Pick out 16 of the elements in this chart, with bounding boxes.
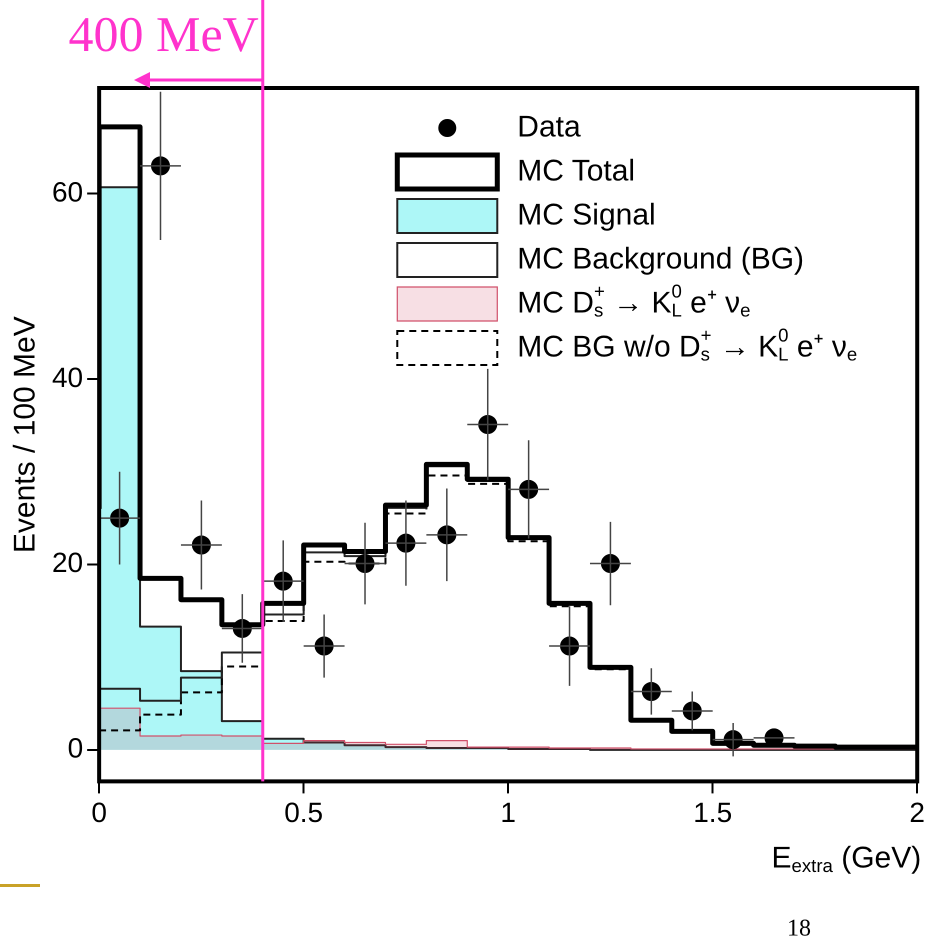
legend-label: MC Total [517, 154, 636, 188]
y-tick-label: 60 [52, 176, 84, 208]
x-tick-label: 1 [500, 796, 516, 828]
y-axis-title: Events / 100 MeV [8, 316, 42, 554]
y-tick-label: 0 [68, 732, 84, 764]
x-tick-label: 0.5 [284, 796, 324, 828]
legend-label: MC Background (BG) [517, 242, 804, 276]
y-tick-label: 20 [52, 547, 84, 578]
x-tick-label: 1.5 [693, 796, 732, 828]
ref-line-label: 400 MeV [68, 6, 259, 62]
text: 18 [786, 915, 811, 942]
legend-label: Data [517, 110, 581, 144]
legend-label: MC Signal [517, 198, 656, 232]
y-tick-label: 40 [52, 362, 84, 393]
x-tick-label: 2 [909, 796, 926, 828]
x-tick-label: 0 [91, 796, 107, 828]
